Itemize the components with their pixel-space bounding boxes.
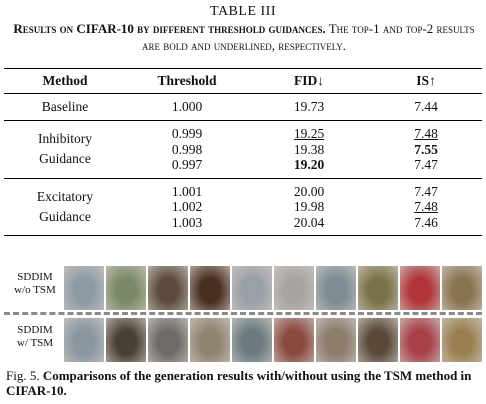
value-underlined: 19.25 xyxy=(293,126,325,141)
value: 20.04 xyxy=(293,214,325,230)
value: 7.47 xyxy=(414,183,438,199)
value: 1.003 xyxy=(171,214,203,230)
generated-image-thumbnail xyxy=(190,318,230,362)
cell-method: Inhibitory Guidance xyxy=(4,121,126,179)
generated-image-thumbnail xyxy=(358,266,398,310)
row-label-line: w/ TSM xyxy=(16,337,54,349)
generated-image-thumbnail xyxy=(442,266,482,310)
generated-image-thumbnail xyxy=(64,266,104,310)
image-row-without-tsm xyxy=(64,266,482,310)
value: 20.00 xyxy=(293,183,325,199)
table-header-row: Method Threshold FID↓ IS↑ xyxy=(4,68,482,94)
table-caption-bold: Results on CIFAR-10 by different thresho… xyxy=(13,21,326,36)
value: 0.998 xyxy=(171,141,203,157)
value: 7.46 xyxy=(414,214,438,230)
generated-image-thumbnail xyxy=(232,266,272,310)
value: 7.47 xyxy=(414,157,438,172)
value: 0.999 xyxy=(171,126,203,141)
generated-image-thumbnail xyxy=(442,318,482,362)
method-line: Inhibitory xyxy=(38,131,92,147)
table-caption-rest: The top-1 and top-2 results are bold and… xyxy=(141,21,475,53)
cell-fid: 19.73 xyxy=(293,99,325,114)
value-bold: 19.20 xyxy=(293,157,325,172)
cell-method: Baseline xyxy=(41,99,89,114)
row-label-line: SDDIM xyxy=(17,271,53,283)
generated-image-thumbnail xyxy=(400,266,440,310)
cell-fid: 19.25 19.38 19.20 xyxy=(248,121,370,179)
value: 1.002 xyxy=(171,199,203,214)
row-label-with-tsm: SDDIM w/ TSM xyxy=(6,324,64,350)
cell-is: 7.44 xyxy=(414,99,438,114)
figure-caption-text: Comparisons of the generation results wi… xyxy=(6,368,472,398)
figure-caption-prefix: Fig. 5. xyxy=(6,368,40,383)
method-line: Guidance xyxy=(39,208,91,224)
cell-threshold: 1.001 1.002 1.003 xyxy=(126,178,248,236)
cell-method: Excitatory Guidance xyxy=(4,178,126,236)
generated-image-thumbnail xyxy=(106,318,146,362)
value: 0.997 xyxy=(171,157,203,172)
cell-threshold: 0.999 0.998 0.997 xyxy=(126,121,248,179)
header-is: IS↑ xyxy=(416,73,436,88)
generated-image-thumbnail xyxy=(274,266,314,310)
cell-threshold: 1.000 xyxy=(171,99,203,114)
table-row-baseline: Baseline 1.000 19.73 7.44 xyxy=(4,94,482,121)
header-threshold: Threshold xyxy=(157,73,217,88)
value-underlined: 7.48 xyxy=(414,126,438,141)
generated-image-thumbnail xyxy=(190,266,230,310)
table-row-excitatory: Excitatory Guidance 1.001 1.002 1.003 20… xyxy=(4,178,482,236)
generated-image-thumbnail xyxy=(358,318,398,362)
image-row-with-tsm xyxy=(64,318,482,362)
header-method: Method xyxy=(42,73,88,88)
generated-image-thumbnail xyxy=(232,318,272,362)
table-row-inhibitory: Inhibitory Guidance 0.999 0.998 0.997 19… xyxy=(4,121,482,179)
generated-image-thumbnail xyxy=(64,318,104,362)
generated-image-thumbnail xyxy=(316,266,356,310)
value: 19.98 xyxy=(293,199,325,214)
generated-image-thumbnail xyxy=(148,318,188,362)
method-line: Guidance xyxy=(39,151,91,167)
generated-image-thumbnail xyxy=(148,266,188,310)
row-label-line: w/o TSM xyxy=(14,284,56,296)
generated-image-thumbnail xyxy=(400,318,440,362)
row-divider xyxy=(4,312,482,315)
results-table: Method Threshold FID↓ IS↑ Baseline 1.000… xyxy=(4,68,482,236)
row-label-line: SDDIM xyxy=(17,324,53,336)
value: 1.001 xyxy=(171,183,203,199)
value: 19.38 xyxy=(293,141,325,157)
table-label: TABLE III xyxy=(210,4,276,19)
generated-image-thumbnail xyxy=(316,318,356,362)
generated-image-thumbnail xyxy=(274,318,314,362)
cell-fid: 20.00 19.98 20.04 xyxy=(248,178,370,236)
figure-caption: Fig. 5. Comparisons of the generation re… xyxy=(6,368,482,398)
cell-is: 7.48 7.55 7.47 xyxy=(370,121,482,179)
method-line: Excitatory xyxy=(36,188,94,204)
value-bold: 7.55 xyxy=(414,141,438,157)
cell-is: 7.47 7.48 7.46 xyxy=(370,178,482,236)
generated-image-thumbnail xyxy=(106,266,146,310)
value-underlined: 7.48 xyxy=(414,199,438,214)
row-label-without-tsm: SDDIM w/o TSM xyxy=(6,271,64,297)
table-caption: Results on CIFAR-10 by different thresho… xyxy=(8,20,480,54)
header-fid: FID↓ xyxy=(294,73,324,88)
